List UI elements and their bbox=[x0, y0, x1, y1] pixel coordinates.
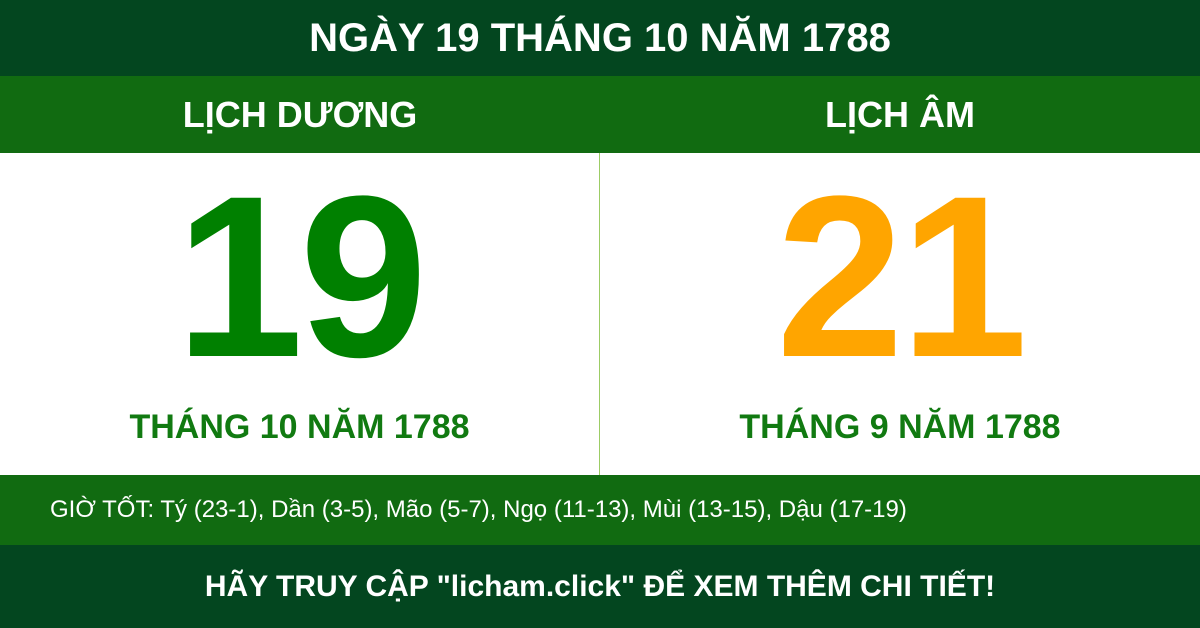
calendar-headers: LỊCH DƯƠNG LỊCH ÂM bbox=[0, 76, 1200, 153]
lunar-panel: 21 THÁNG 9 NĂM 1788 bbox=[600, 153, 1200, 475]
footer-cta: HÃY TRUY CẬP "licham.click" ĐỂ XEM THÊM … bbox=[0, 545, 1200, 628]
good-hours: GIỜ TỐT: Tý (23-1), Dần (3-5), Mão (5-7)… bbox=[0, 475, 1200, 545]
solar-day: 19 bbox=[175, 148, 428, 405]
solar-month-year: THÁNG 10 NĂM 1788 bbox=[129, 408, 470, 446]
solar-panel: 19 THÁNG 10 NĂM 1788 bbox=[0, 153, 600, 475]
solar-calendar-label: LỊCH DƯƠNG bbox=[182, 93, 418, 135]
lunar-month-year: THÁNG 9 NĂM 1788 bbox=[739, 408, 1061, 446]
lunar-calendar-label: LỊCH ÂM bbox=[825, 93, 975, 135]
page-title: NGÀY 19 THÁNG 10 NĂM 1788 bbox=[0, 0, 1200, 76]
date-panels: 19 THÁNG 10 NĂM 1788 21 THÁNG 9 NĂM 1788 bbox=[0, 153, 1200, 475]
lunar-day: 21 bbox=[776, 148, 1028, 405]
